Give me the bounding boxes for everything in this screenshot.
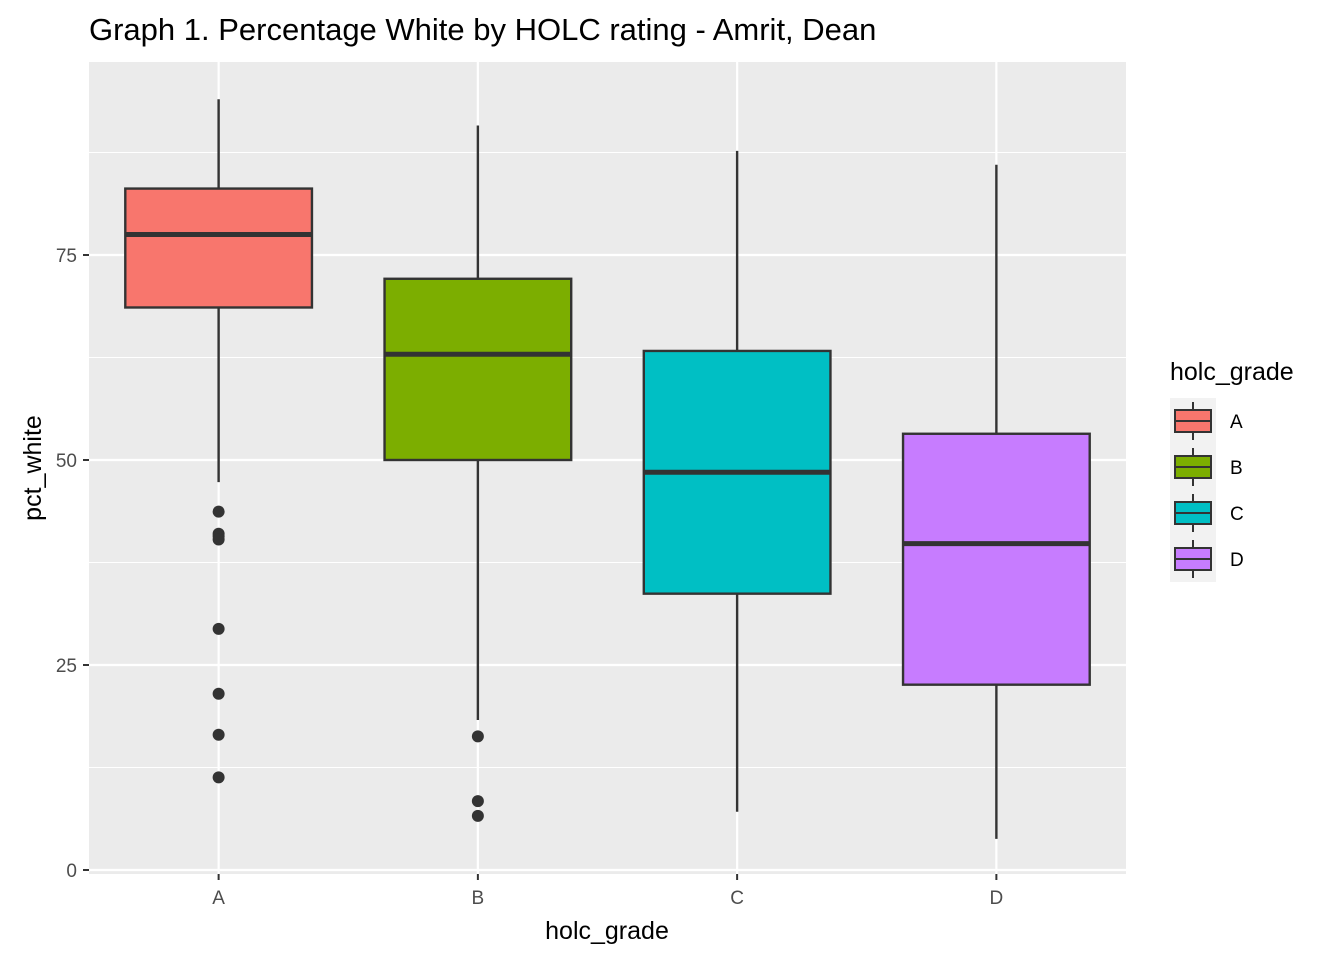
- y-axis-title: pct_white: [19, 415, 47, 521]
- outlier-point: [471, 795, 484, 808]
- outlier-point: [212, 533, 225, 546]
- outlier-point: [212, 505, 225, 518]
- legend-keys: A B C D: [1170, 398, 1244, 582]
- chart-title: Graph 1. Percentage White by HOLC rating…: [89, 12, 876, 47]
- legend-label: C: [1230, 504, 1244, 525]
- legend-entry-D: D: [1174, 540, 1244, 578]
- outlier-point: [212, 771, 225, 784]
- y-tick-label: 50: [56, 451, 77, 472]
- x-axis: A B C D: [212, 874, 1003, 909]
- legend-label: D: [1230, 550, 1244, 571]
- box-A: [124, 99, 314, 784]
- box-body: [383, 277, 573, 462]
- legend: holc_grade A B C D: [1170, 358, 1294, 582]
- outlier-point: [212, 687, 225, 700]
- box-body: [124, 187, 314, 309]
- box-D: [901, 164, 1091, 839]
- box-B: [383, 125, 573, 822]
- outlier-point: [471, 730, 484, 743]
- minor-gridlines: [89, 151, 1126, 769]
- x-tick-label: A: [212, 888, 225, 909]
- legend-entry-C: C: [1174, 494, 1244, 532]
- boxplots: [124, 99, 1091, 839]
- legend-entry-A: A: [1174, 402, 1243, 440]
- x-axis-title: holc_grade: [545, 917, 669, 945]
- y-axis: 0 25 50 75: [56, 246, 89, 882]
- box-C: [642, 150, 832, 812]
- outlier-point: [212, 728, 225, 741]
- legend-title: holc_grade: [1170, 358, 1294, 386]
- legend-label: A: [1230, 412, 1243, 433]
- x-tick-label: D: [990, 888, 1004, 909]
- y-tick-label: 0: [66, 861, 77, 882]
- x-tick-label: C: [730, 888, 744, 909]
- legend-label: B: [1230, 458, 1243, 479]
- legend-entry-B: B: [1174, 448, 1243, 486]
- x-tick-label: B: [472, 888, 485, 909]
- outlier-point: [212, 622, 225, 635]
- y-tick-label: 25: [56, 656, 77, 677]
- box-body: [901, 432, 1091, 686]
- outlier-point: [471, 809, 484, 822]
- y-tick-label: 75: [56, 246, 77, 267]
